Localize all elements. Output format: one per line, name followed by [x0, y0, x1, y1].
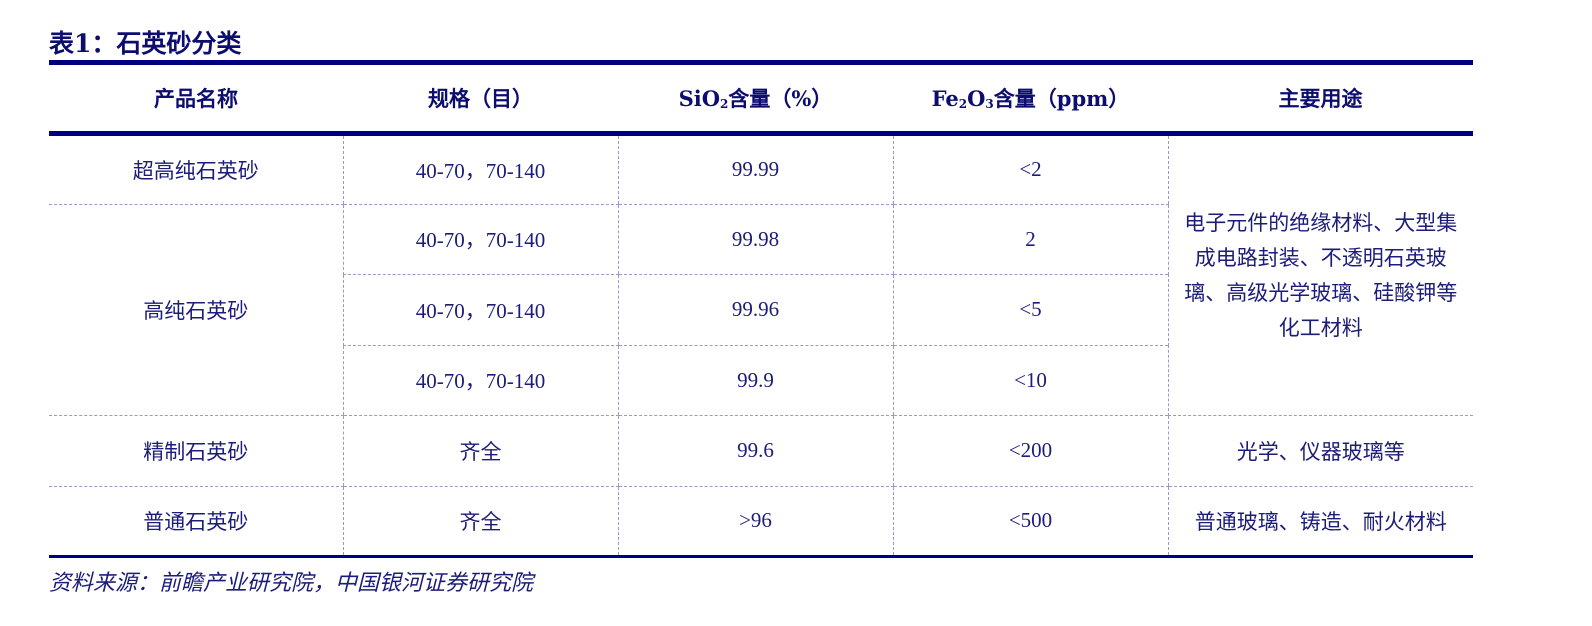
cell-spec: 齐全 [342, 415, 618, 487]
header-use: 主要用途 [1168, 60, 1473, 136]
header-spec: 规格（目） [343, 60, 618, 136]
cell-spec: 40-70，70-140 [342, 204, 618, 275]
cell-sio2: 99.96 [617, 274, 893, 346]
header-fe2o3: Fe2O3含量（ppm） [893, 60, 1168, 136]
table-row: 超高纯石英砂 40-70，70-140 99.99 <2 电子元件的绝缘材料、大… [49, 133, 1473, 416]
cell-spec: 40-70，70-140 [342, 345, 618, 416]
cell-spec: 40-70，70-140 [342, 274, 618, 346]
cell-fe2o3: 2 [892, 204, 1168, 275]
cell-use: 光学、仪器玻璃等 [1167, 415, 1473, 487]
table-row: 精制石英砂 齐全 99.6 <200 光学、仪器玻璃等 [49, 415, 1473, 487]
cell-name: 高纯石英砂 [49, 204, 343, 416]
cell-sio2: >96 [617, 486, 893, 558]
cell-sio2: 99.98 [617, 204, 893, 275]
cell-spec: 40-70，70-140 [342, 133, 618, 205]
cell-name: 超高纯石英砂 [49, 133, 343, 205]
cell-fe2o3: <10 [892, 345, 1168, 416]
header-sio2: SiO2含量（%） [618, 60, 893, 136]
source-note: 资料来源：前瞻产业研究院，中国银河证券研究院 [49, 570, 534, 595]
cell-fe2o3: <5 [892, 274, 1168, 346]
table-row: 高纯石英砂 40-70，70-140 99.98 2 [49, 204, 1473, 416]
table-row: 40-70，70-140 99.96 <5 [49, 274, 1473, 346]
quartz-sand-table: 产品名称 规格（目） SiO2含量（%） Fe2O3含量（ppm） 主要用途 超… [49, 60, 1473, 558]
table-row: 40-70，70-140 99.9 <10 [49, 345, 1473, 416]
cell-sio2: 99.9 [617, 345, 893, 416]
table-row: 普通石英砂 齐全 >96 <500 普通玻璃、铸造、耐火材料 [49, 486, 1473, 558]
cell-name: 普通石英砂 [49, 486, 343, 558]
cell-use: 电子元件的绝缘材料、大型集成电路封装、不透明石英玻璃、高级光学玻璃、硅酸钾等化工… [1167, 133, 1473, 416]
header-row: 产品名称 规格（目） SiO2含量（%） Fe2O3含量（ppm） 主要用途 [49, 60, 1473, 136]
table-title: 表1：石英砂分类 [49, 29, 242, 58]
cell-name: 精制石英砂 [49, 415, 343, 487]
header-name: 产品名称 [49, 60, 343, 136]
cell-use: 普通玻璃、铸造、耐火材料 [1167, 486, 1473, 558]
cell-fe2o3: <2 [892, 133, 1168, 205]
cell-spec: 齐全 [342, 486, 618, 558]
cell-fe2o3: <200 [892, 415, 1168, 487]
cell-fe2o3: <500 [892, 486, 1168, 558]
cell-sio2: 99.99 [617, 133, 893, 205]
cell-sio2: 99.6 [617, 415, 893, 487]
